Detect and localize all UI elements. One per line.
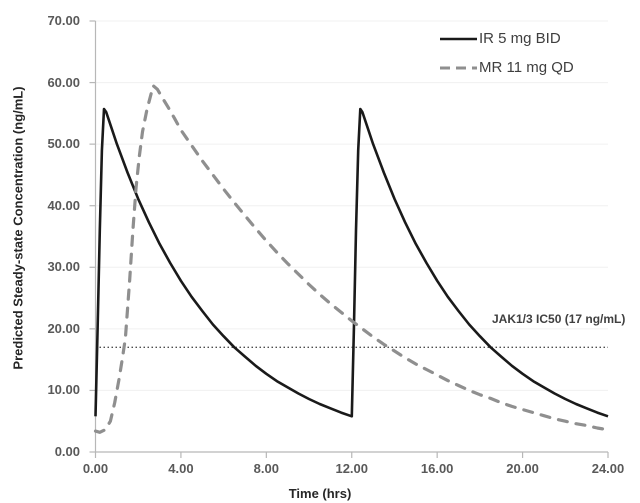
- x-tick-label: 12.00: [335, 461, 369, 476]
- dashed-line-swatch: [440, 66, 477, 69]
- x-tick-label: 8.00: [253, 461, 279, 476]
- ic50-annotation: JAK1/3 IC50 (17 ng/mL): [492, 312, 626, 326]
- y-tick-label: 0.00: [54, 444, 80, 459]
- legend: IR 5 mg BID MR 11 mg QD: [440, 24, 574, 82]
- x-tick-label: 0.00: [82, 461, 109, 476]
- solid-line-swatch: [440, 37, 477, 40]
- x-tick-label: 24.00: [591, 461, 625, 476]
- x-tick-label: 4.00: [168, 461, 194, 476]
- legend-item-ir: IR 5 mg BID: [440, 24, 574, 53]
- y-tick-label: 50.00: [47, 136, 80, 152]
- legend-label-ir: IR 5 mg BID: [479, 30, 561, 47]
- y-axis-title: Predicted Steady-state Concentration (ng…: [10, 86, 26, 370]
- y-tick-label: 40.00: [47, 197, 80, 213]
- y-tick-label: 70.00: [47, 13, 80, 28]
- x-axis-title: Time (hrs): [288, 486, 352, 501]
- y-tick-label: 20.00: [47, 320, 80, 336]
- y-tick-label: 10.00: [47, 382, 80, 398]
- x-tick-label: 20.00: [506, 461, 539, 476]
- legend-item-mr: MR 11 mg QD: [440, 53, 574, 82]
- series-line-ir: [94, 107, 609, 418]
- y-tick-label: 60.00: [47, 74, 80, 90]
- y-tick-label: 30.00: [47, 259, 80, 275]
- legend-label-mr: MR 11 mg QD: [479, 59, 574, 76]
- x-tick-label: 16.00: [420, 461, 454, 476]
- series-line-mr: [93, 84, 610, 434]
